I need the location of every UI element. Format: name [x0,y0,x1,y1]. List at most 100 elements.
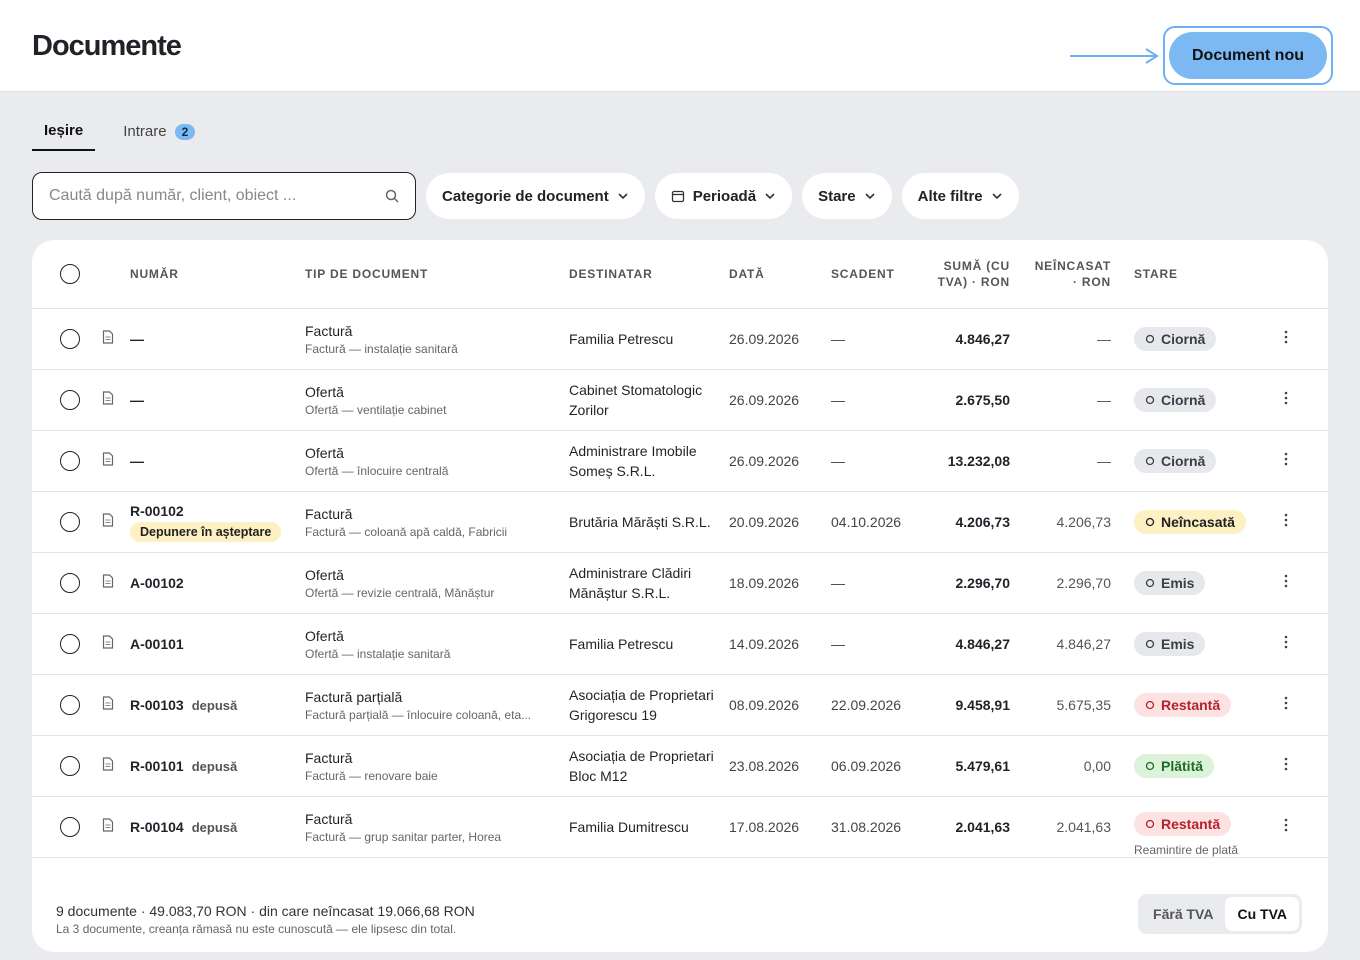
doc-icon-cell [102,695,114,715]
table-row[interactable]: R-00101 depusă Factură Factură — renovare b… [32,736,1328,797]
outstanding: — [1097,453,1111,469]
document-number: A-00102 [130,575,184,591]
doc-icon-cell [102,390,114,410]
filters: Caută după număr, client, obiect ... Cat… [32,172,1019,220]
recipient: Familia Petrescu [569,636,674,652]
kebab-icon [1284,757,1288,770]
chevron-icon [865,193,875,200]
due-date: 31.08.2026 [831,819,902,835]
date: 18.09.2026 [729,575,800,591]
number-cell: — [130,331,144,347]
amount: 4.846,27 [955,331,1011,347]
page-title: Documente [32,30,182,62]
kebab-icon [1284,452,1288,465]
table-row[interactable]: — Ofertă Ofertă — înlocuire centrală Admini… [32,431,1328,492]
amount: 9.458,91 [955,697,1011,713]
date: 20.09.2026 [729,514,800,530]
document-icon [102,817,114,832]
row-checkbox[interactable] [60,695,80,715]
number-cell: R-00101 depusă [130,758,237,774]
status-label: Neîncasată [1161,514,1235,530]
document-number: — [130,331,144,347]
table-row[interactable]: — Ofertă Ofertă — ventilație cabinet Cabine… [32,370,1328,431]
type-cell: Factură Factură — coloană apă caldă, Fabr… [305,506,555,539]
column-header: NEÎNCASAT · RON [1034,259,1111,289]
type-cell: Factură parțială Factură parțială — înloc… [305,689,555,722]
doc-icon-cell [102,329,114,349]
due-date: — [831,453,845,469]
row-checkbox[interactable] [60,451,80,471]
row-menu[interactable] [1284,757,1294,776]
select-all-checkbox[interactable] [60,264,80,284]
row-checkbox[interactable] [60,634,80,654]
filter-button[interactable]: Alte filtre [901,173,1019,219]
document-description: Ofertă — instalație sanitară [305,646,451,661]
status-chip: Ciornă [1134,388,1217,412]
number-cell: R-00104 depusă [130,819,237,835]
number-tag: depusă [191,820,238,835]
number-tag: depusă [191,698,238,713]
vat-option[interactable]: Cu TVA [1225,897,1299,931]
due-date: — [831,392,845,408]
row-menu[interactable] [1284,696,1294,715]
vat-option[interactable]: Fără TVA [1153,906,1214,922]
tab[interactable]: Ieșire [32,118,96,151]
row-menu[interactable] [1284,818,1294,837]
due-date: 04.10.2026 [831,514,902,530]
row-checkbox[interactable] [60,817,80,837]
document-number: — [130,392,144,408]
row-menu[interactable] [1284,330,1294,349]
date: 17.08.2026 [729,819,800,835]
doc-icon-cell [102,573,114,593]
status-chip: Restantă [1134,693,1232,717]
tab-badge: 2 [174,123,196,140]
document-type: Factură parțială [305,688,403,705]
vat-toggle: Fără TVA Cu TVA [1138,894,1302,934]
type-cell: Ofertă Ofertă — ventilație cabinet [305,384,555,417]
new-document-button[interactable]: Document nou [1169,32,1327,79]
row-checkbox[interactable] [60,390,80,410]
filter-button[interactable]: Perioadă [654,173,793,219]
status-icon [1145,761,1155,771]
status-chip: Neîncasată [1134,510,1246,534]
tab[interactable]: Intrare 2 [111,118,207,151]
row-menu[interactable] [1284,391,1294,410]
recipient: Asociația de Proprietari Bloc M12 [569,748,714,784]
row-menu[interactable] [1284,635,1294,654]
document-description: Ofertă — revizie centrală, Mănăștur [305,585,495,600]
document-icon [102,451,114,466]
row-menu[interactable] [1284,452,1294,471]
status-cell: Neîncasată [1134,510,1246,534]
row-checkbox[interactable] [60,573,80,593]
document-icon [102,634,114,649]
filter-button[interactable]: Categorie de document [426,173,645,219]
outstanding: 0,00 [1083,758,1111,774]
table-header: NUMĂR TIP DE DOCUMENT DESTINATAR DATĂ SCADEN… [32,240,1328,309]
type-cell: Ofertă Ofertă — înlocuire centrală [305,445,555,478]
recipient: Cabinet Stomatologic Zorilor [569,382,703,418]
number-cell: — [130,392,144,408]
document-number: R-00103 [130,697,184,713]
row-checkbox[interactable] [60,756,80,776]
document-type: Ofertă [305,444,344,461]
row-menu[interactable] [1284,574,1294,593]
table-row[interactable]: R-00102 Depunere în așteptare Factură Factu… [32,492,1328,553]
filter-label: Stare [818,187,856,205]
kebab-icon [1284,513,1288,526]
table-row[interactable]: R-00104 depusă Factură Factură — grup sanit… [32,797,1328,858]
table-row[interactable]: A-00101 Ofertă Ofertă — instalație sanitar… [32,614,1328,675]
row-checkbox[interactable] [60,329,80,349]
number-cell: — [130,453,144,469]
search-box[interactable]: Caută după număr, client, obiect ... [32,172,416,220]
outstanding: 5.675,35 [1056,697,1112,713]
filter-button[interactable]: Stare [802,173,892,219]
row-menu[interactable] [1284,513,1294,532]
table-row[interactable]: A-00102 Ofertă Ofertă — revizie centrală, … [32,553,1328,614]
table-row[interactable]: R-00103 depusă Factură parțială Factură par… [32,675,1328,736]
table-row[interactable]: — Factură Factură — instalație sanitară Fam… [32,309,1328,370]
type-cell: Factură Factură — renovare baie [305,750,555,783]
doc-icon-cell [102,756,114,776]
chevron-icon [618,193,628,200]
row-checkbox[interactable] [60,512,80,532]
